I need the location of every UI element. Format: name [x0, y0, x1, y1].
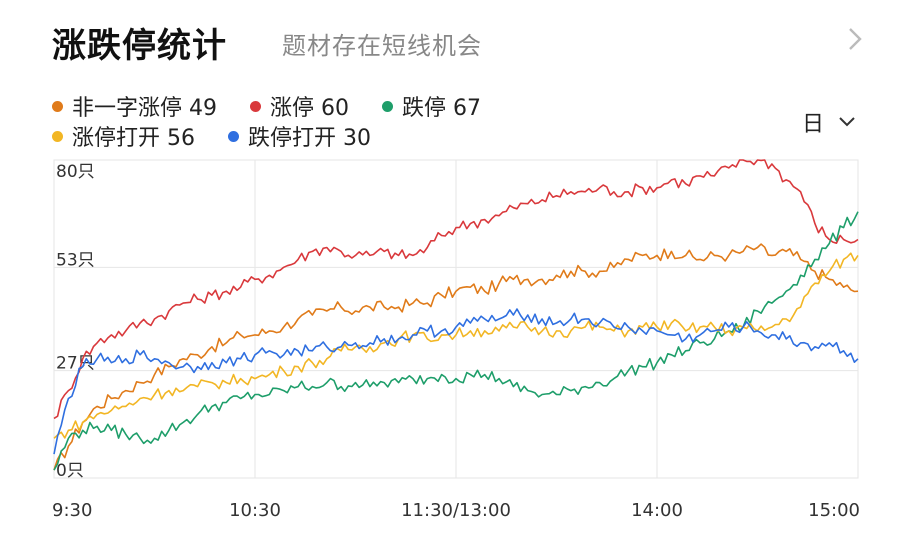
- period-value: 日: [802, 112, 825, 137]
- y-tick-label: 80只: [56, 162, 95, 182]
- legend-label: 跌停打开 30: [248, 126, 371, 151]
- page-subtitle: 题材存在短线机会: [282, 32, 482, 60]
- x-tick-label: 9:30: [52, 500, 92, 521]
- legend-dot: [52, 100, 63, 112]
- x-tick-label: 15:00: [808, 500, 860, 521]
- chevron-right-icon[interactable]: [842, 26, 868, 52]
- chevron-down-icon: [839, 117, 855, 127]
- period-selector[interactable]: 日: [802, 106, 856, 138]
- legend-dot: [52, 130, 63, 142]
- legend-item: 非一字涨停 49: [52, 90, 217, 122]
- legend-row-2: 涨停打开 56 跌停打开 30: [52, 120, 397, 152]
- y-tick-label: 53只: [56, 250, 95, 270]
- legend-label: 非一字涨停 49: [72, 96, 217, 121]
- series-line-0: [53, 243, 859, 471]
- y-tick-label: 27只: [56, 354, 95, 374]
- series-line-3: [53, 252, 859, 439]
- y-tick-label: 0只: [56, 461, 84, 481]
- legend-item: 跌停 67: [382, 90, 481, 122]
- series-line-2: [53, 211, 859, 471]
- legend-dot: [250, 100, 261, 112]
- x-tick-label: 11:30/13:00: [401, 500, 511, 521]
- legend-dot: [228, 130, 239, 142]
- series-line-4: [53, 308, 859, 455]
- series-line-1: [53, 159, 859, 420]
- legend-item: 跌停打开 30: [228, 120, 371, 152]
- legend-dot: [382, 100, 393, 112]
- legend-item: 涨停打开 56: [52, 120, 195, 152]
- x-tick-label: 14:00: [631, 500, 683, 521]
- x-tick-label: 10:30: [229, 500, 281, 521]
- legend-item: 涨停 60: [250, 90, 349, 122]
- legend-label: 涨停 60: [270, 96, 349, 121]
- legend-row-1: 非一字涨停 49 涨停 60 跌停 67: [52, 90, 507, 122]
- legend-label: 跌停 67: [402, 96, 481, 121]
- page-title: 涨跌停统计: [52, 26, 227, 66]
- legend-label: 涨停打开 56: [72, 126, 195, 151]
